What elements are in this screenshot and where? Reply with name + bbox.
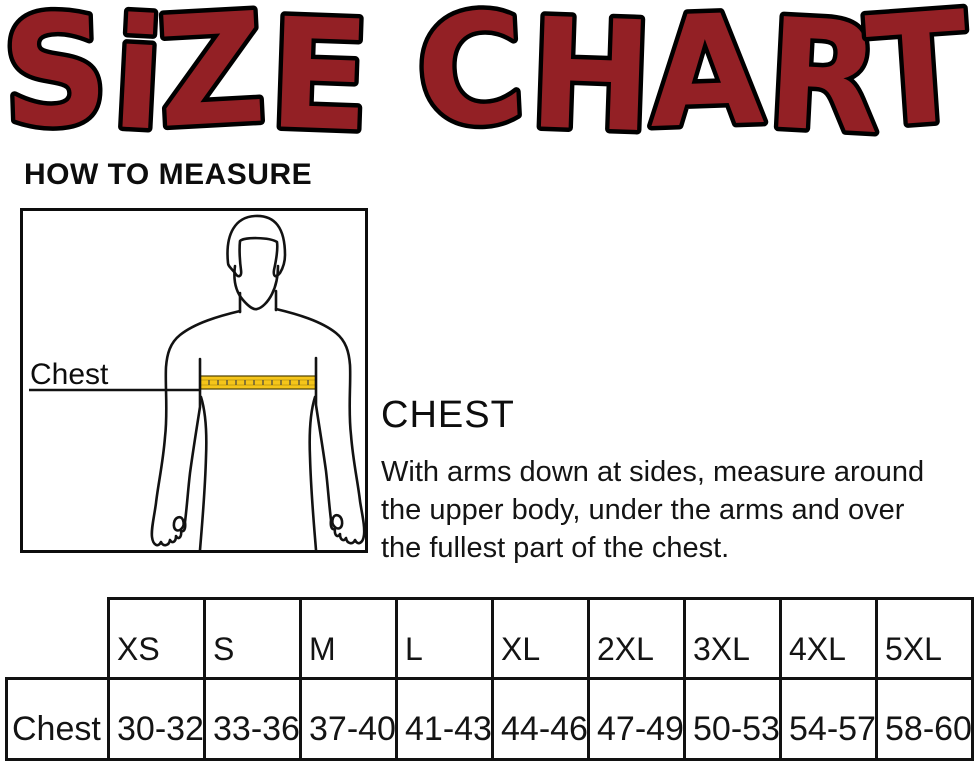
chest-value-xl: 44-46 xyxy=(491,677,590,761)
chest-value-3xl: 50-53 xyxy=(683,677,782,761)
table-corner-spacer xyxy=(7,599,109,679)
chest-heading: CHEST xyxy=(381,394,515,436)
chest-value-xs: 30-32 xyxy=(107,677,206,761)
size-col-5xl: 5XL xyxy=(875,597,974,680)
chest-row-label: Chest xyxy=(5,677,110,761)
tape-tick-marks xyxy=(208,380,309,385)
how-to-measure-heading: HOW TO MEASURE xyxy=(24,158,313,191)
size-col-4xl: 4XL xyxy=(779,597,878,680)
size-col-xl: XL xyxy=(491,597,590,680)
size-col-s: S xyxy=(203,597,302,680)
hair-outline xyxy=(226,214,287,278)
chest-description: With arms down at sides, measure around … xyxy=(381,456,925,564)
chest-instructions: CHEST With arms down at sides, measure a… xyxy=(381,394,961,567)
size-col-m: M xyxy=(299,597,398,680)
size-col-l: L xyxy=(395,597,494,680)
chest-value-s: 33-36 xyxy=(203,677,302,761)
size-chart-title: SiZE CHART xyxy=(0,0,978,152)
chest-value-m: 37-40 xyxy=(299,677,398,761)
size-col-xs: XS xyxy=(107,597,206,680)
right-arm-outline xyxy=(274,307,365,545)
right-thumb-curl xyxy=(331,513,344,530)
chest-value-2xl: 47-49 xyxy=(587,677,686,761)
size-col-2xl: 2XL xyxy=(587,597,686,680)
measurement-diagram: Chest xyxy=(20,208,368,553)
left-arm-outline xyxy=(150,309,242,547)
measuring-tape-icon xyxy=(199,375,317,390)
size-col-3xl: 3XL xyxy=(683,597,782,680)
chest-value-4xl: 54-57 xyxy=(779,677,878,761)
title-text: SiZE CHART xyxy=(0,0,974,152)
chest-value-l: 41-43 xyxy=(395,677,494,761)
left-thumb-curl xyxy=(172,515,185,532)
torso-left-side xyxy=(198,395,208,550)
face-outline xyxy=(233,264,280,311)
chest-diagram-label: Chest xyxy=(30,358,109,391)
size-header-row: XS S M L XL 2XL 3XL 4XL 5XL xyxy=(7,597,974,680)
torso-diagram-svg: Chest xyxy=(29,214,365,550)
chest-value-5xl: 58-60 xyxy=(875,677,974,761)
size-table: XS S M L XL 2XL 3XL 4XL 5XL Chest 30-32 … xyxy=(5,597,974,761)
torso-right-side xyxy=(308,395,318,550)
chest-measurements-row: Chest 30-32 33-36 37-40 41-43 44-46 47-4… xyxy=(5,677,974,761)
